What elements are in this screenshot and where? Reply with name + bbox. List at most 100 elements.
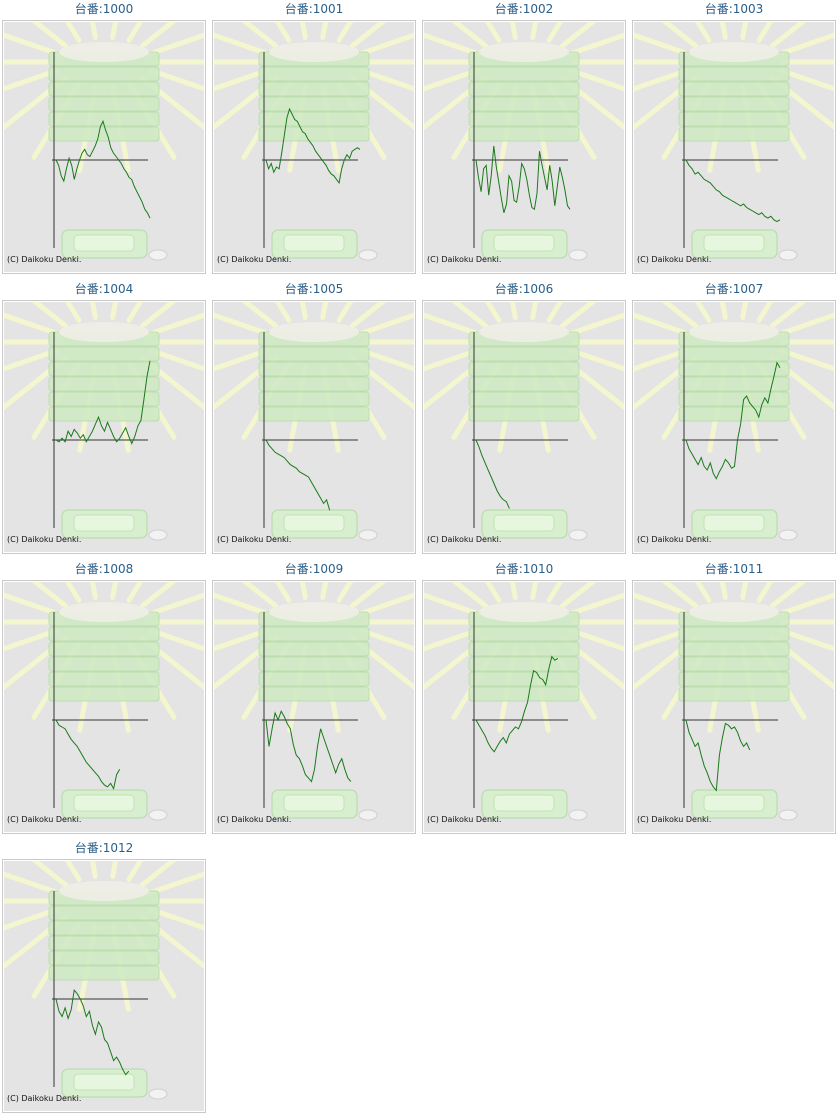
machine-graph-card[interactable]: 台番:1004 (C) Daikoku Denki. [2, 280, 206, 554]
machine-number-link[interactable]: 台番:1007 [704, 282, 764, 296]
slump-graph: (C) Daikoku Denki. [4, 302, 204, 552]
slump-line-series [475, 655, 559, 753]
copyright-text: (C) Daikoku Denki. [7, 1094, 81, 1103]
graph-panel[interactable]: (C) Daikoku Denki. [422, 300, 626, 554]
machine-number-link[interactable]: 台番:1003 [704, 2, 764, 16]
slump-graph: (C) Daikoku Denki. [634, 302, 834, 552]
graph-panel[interactable]: (C) Daikoku Denki. [2, 859, 206, 1113]
slump-line-series [475, 145, 571, 213]
machine-graph-card[interactable]: 台番:1003 (C) Daikoku Denki. [632, 0, 836, 274]
machine-background-art [4, 861, 204, 1111]
slump-line-series [55, 119, 151, 219]
machine-background-art [634, 302, 834, 552]
machine-background-art [214, 582, 414, 832]
copyright-text: (C) Daikoku Denki. [7, 255, 81, 264]
machine-number-link[interactable]: 台番:1002 [494, 2, 554, 16]
copyright-text: (C) Daikoku Denki. [637, 255, 711, 264]
machine-number-link[interactable]: 台番:1000 [74, 2, 134, 16]
machine-number-title[interactable]: 台番:1002 [422, 0, 626, 20]
machine-background-art [424, 22, 624, 272]
slump-graph: (C) Daikoku Denki. [214, 582, 414, 832]
machine-graph-card[interactable]: 台番:1007 (C) Daikoku Denki. [632, 280, 836, 554]
machine-number-link[interactable]: 台番:1012 [74, 841, 134, 855]
machine-graph-card[interactable]: 台番:1012 (C) Daikoku Denki. [2, 839, 206, 1113]
machine-number-title[interactable]: 台番:1012 [2, 839, 206, 859]
slump-line-series [685, 159, 781, 223]
machine-background-art [4, 302, 204, 552]
graph-panel[interactable]: (C) Daikoku Denki. [422, 580, 626, 834]
slump-line-series [55, 719, 121, 790]
graph-panel[interactable]: (C) Daikoku Denki. [422, 20, 626, 274]
machine-graph-card[interactable]: 台番:1000 (C) Daikoku Denki. [2, 0, 206, 274]
slump-line-series [265, 439, 331, 511]
machine-number-title[interactable]: 台番:1009 [212, 560, 416, 580]
machine-number-title[interactable]: 台番:1004 [2, 280, 206, 300]
machine-background-art [4, 22, 204, 272]
graph-panel[interactable]: (C) Daikoku Denki. [632, 20, 836, 274]
copyright-text: (C) Daikoku Denki. [217, 815, 291, 824]
copyright-text: (C) Daikoku Denki. [7, 815, 81, 824]
machine-number-link[interactable]: 台番:1005 [284, 282, 344, 296]
copyright-text: (C) Daikoku Denki. [217, 255, 291, 264]
machine-number-title[interactable]: 台番:1001 [212, 0, 416, 20]
copyright-text: (C) Daikoku Denki. [637, 815, 711, 824]
machine-number-title[interactable]: 台番:1008 [2, 560, 206, 580]
slump-line-series [685, 719, 751, 792]
slump-graph: (C) Daikoku Denki. [214, 302, 414, 552]
graph-panel[interactable]: (C) Daikoku Denki. [2, 300, 206, 554]
machine-graph-card[interactable]: 台番:1002 (C) Daikoku Denki. [422, 0, 626, 274]
machine-number-link[interactable]: 台番:1010 [494, 562, 554, 576]
machine-number-title[interactable]: 台番:1000 [2, 0, 206, 20]
slump-graph: (C) Daikoku Denki. [4, 22, 204, 272]
graph-panel[interactable]: (C) Daikoku Denki. [212, 580, 416, 834]
slump-line-series [55, 360, 151, 445]
machine-number-link[interactable]: 台番:1004 [74, 282, 134, 296]
machine-number-link[interactable]: 台番:1009 [284, 562, 344, 576]
slump-line-series [685, 361, 781, 480]
machine-number-title[interactable]: 台番:1011 [632, 560, 836, 580]
slump-graph: (C) Daikoku Denki. [424, 582, 624, 832]
machine-background-art [634, 582, 834, 832]
machine-graph-card[interactable]: 台番:1006 (C) Daikoku Denki. [422, 280, 626, 554]
slump-graph: (C) Daikoku Denki. [634, 582, 834, 832]
machine-background-art [634, 22, 834, 272]
slump-line-series [55, 989, 130, 1076]
machine-number-title[interactable]: 台番:1003 [632, 0, 836, 20]
machine-number-title[interactable]: 台番:1010 [422, 560, 626, 580]
machine-number-title[interactable]: 台番:1007 [632, 280, 836, 300]
machine-graph-card[interactable]: 台番:1001 (C) Daikoku Denki. [212, 0, 416, 274]
machine-background-art [214, 302, 414, 552]
graph-panel[interactable]: (C) Daikoku Denki. [632, 300, 836, 554]
copyright-text: (C) Daikoku Denki. [637, 535, 711, 544]
slump-graph: (C) Daikoku Denki. [4, 861, 204, 1111]
copyright-text: (C) Daikoku Denki. [217, 535, 291, 544]
slump-line-series [475, 439, 510, 509]
copyright-text: (C) Daikoku Denki. [427, 255, 501, 264]
machine-number-title[interactable]: 台番:1006 [422, 280, 626, 300]
graph-panel[interactable]: (C) Daikoku Denki. [2, 580, 206, 834]
machine-number-link[interactable]: 台番:1011 [704, 562, 764, 576]
machine-number-title[interactable]: 台番:1005 [212, 280, 416, 300]
slump-line-series [265, 107, 361, 185]
slump-graph: (C) Daikoku Denki. [4, 582, 204, 832]
graph-panel[interactable]: (C) Daikoku Denki. [212, 300, 416, 554]
graph-panel[interactable]: (C) Daikoku Denki. [212, 20, 416, 274]
machine-background-art [424, 302, 624, 552]
machine-number-link[interactable]: 台番:1006 [494, 282, 554, 296]
machine-graph-card[interactable]: 台番:1011 (C) Daikoku Denki. [632, 560, 836, 834]
graph-panel[interactable]: (C) Daikoku Denki. [632, 580, 836, 834]
slump-graph: (C) Daikoku Denki. [424, 302, 624, 552]
machine-graph-card[interactable]: 台番:1010 (C) Daikoku Denki. [422, 560, 626, 834]
copyright-text: (C) Daikoku Denki. [427, 535, 501, 544]
slump-line-series [265, 709, 352, 783]
slump-graph: (C) Daikoku Denki. [634, 22, 834, 272]
machine-number-link[interactable]: 台番:1001 [284, 2, 344, 16]
machine-graph-card[interactable]: 台番:1005 (C) Daikoku Denki. [212, 280, 416, 554]
graph-panel[interactable]: (C) Daikoku Denki. [2, 20, 206, 274]
copyright-text: (C) Daikoku Denki. [7, 535, 81, 544]
machine-number-link[interactable]: 台番:1008 [74, 562, 134, 576]
slump-graph: (C) Daikoku Denki. [214, 22, 414, 272]
machine-graph-card[interactable]: 台番:1008 (C) Daikoku Denki. [2, 560, 206, 834]
machine-graph-card[interactable]: 台番:1009 (C) Daikoku Denki. [212, 560, 416, 834]
copyright-text: (C) Daikoku Denki. [427, 815, 501, 824]
